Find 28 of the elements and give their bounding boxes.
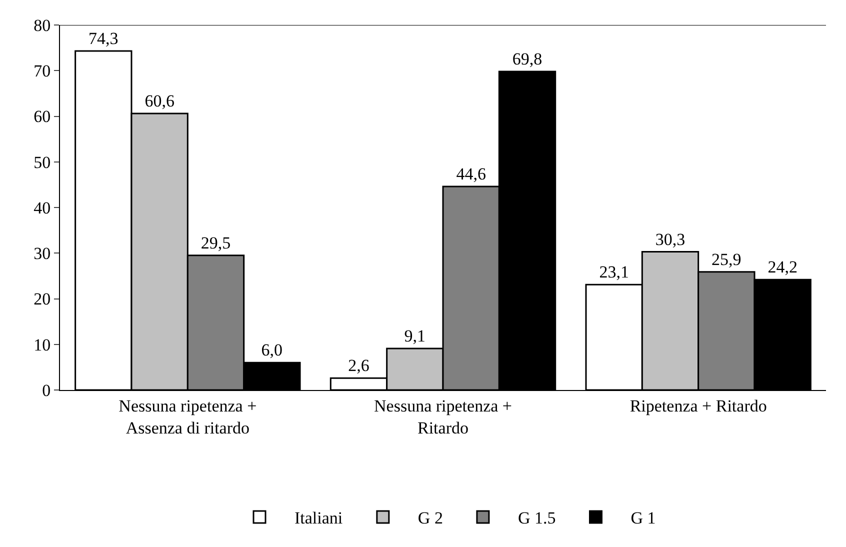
x-tick-label: Ripetenza + Ritardo xyxy=(630,396,767,416)
data-label: 44,6 xyxy=(456,164,486,184)
data-label: 23,1 xyxy=(599,262,629,282)
y-tick-label: 40 xyxy=(34,198,51,218)
data-label: 69,8 xyxy=(512,50,542,69)
x-tick-label: Nessuna ripetenza + Ritardo xyxy=(374,396,512,438)
legend-label: G 1.5 xyxy=(518,508,556,528)
data-label: 60,6 xyxy=(144,92,174,111)
y-tick-label: 30 xyxy=(34,244,51,264)
data-label: 9,1 xyxy=(404,326,426,346)
y-tick-label: 60 xyxy=(34,107,51,126)
x-tick-label: Nessuna ripetenza + Assenza di ritardo xyxy=(118,396,257,438)
data-label: 29,5 xyxy=(200,233,231,252)
data-label: 24,2 xyxy=(768,258,798,277)
data-label: 6,0 xyxy=(261,340,283,360)
legend-label: G 2 xyxy=(418,508,443,528)
y-tick-label: 10 xyxy=(34,335,51,354)
legend-label: G 1 xyxy=(630,508,656,528)
data-label: 30,3 xyxy=(655,230,686,249)
data-label: 25,9 xyxy=(712,250,742,269)
y-tick-label: 20 xyxy=(34,290,51,309)
y-tick-label: 0 xyxy=(42,380,51,400)
data-label: 2,6 xyxy=(348,356,370,376)
legend-label: Italiani xyxy=(294,508,343,528)
y-tick-label: 50 xyxy=(34,152,51,172)
data-label: 74,3 xyxy=(88,29,118,48)
y-tick-label: 70 xyxy=(34,62,51,81)
y-tick-label: 80 xyxy=(34,16,51,35)
